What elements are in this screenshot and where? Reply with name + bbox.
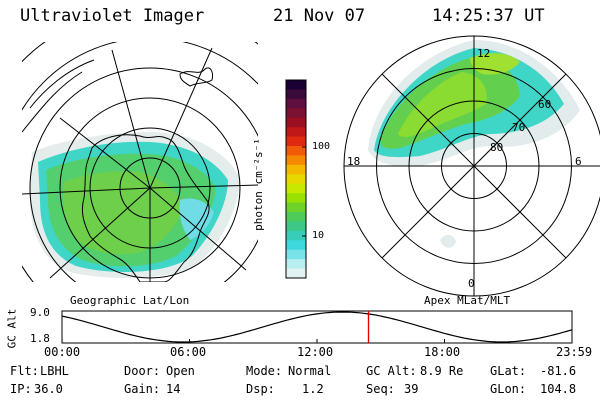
gain-label: Gain:	[124, 382, 161, 396]
gain-value: 14	[166, 382, 181, 396]
seq-label: Seq:	[366, 382, 395, 396]
colorbar-tick-100: 100	[312, 141, 331, 152]
colorbar-swatch	[286, 89, 306, 100]
flt-value: LBHL	[40, 364, 69, 378]
mlt-label-6: 6	[575, 155, 582, 168]
colorbar-swatch	[286, 117, 306, 128]
colorbar-swatch	[286, 174, 306, 185]
dsp-value: 1.2	[302, 382, 324, 396]
colorbar-swatch	[286, 108, 306, 119]
colorbar-swatch	[286, 202, 306, 213]
mode-label: Mode:	[246, 364, 283, 378]
colorbar-swatch	[286, 127, 306, 138]
mlat-label-70: 70	[512, 121, 526, 134]
colorbar-swatch	[286, 249, 306, 260]
gcalt-value: 8.9 Re	[420, 364, 464, 378]
instrument-title: Ultraviolet Imager	[20, 6, 205, 26]
mode-value: Normal	[288, 364, 332, 378]
glat-value: -81.6	[540, 364, 577, 378]
altitude-ytick-min: 1.8	[30, 332, 50, 345]
dsp-label: Dsp:	[246, 382, 275, 396]
colorbar-swatch	[286, 155, 306, 166]
colorbar-swatch	[286, 230, 306, 241]
altitude-ytick-max: 9.0	[30, 306, 50, 319]
glon-label: GLon:	[490, 382, 527, 396]
date-label: 21 Nov 07	[273, 6, 366, 26]
colorbar-swatch	[286, 268, 306, 279]
altitude-xtick-1: 06:00	[170, 345, 207, 359]
apex-caption: Apex MLat/MLT	[424, 294, 511, 307]
altitude-xtick-3: 18:00	[424, 345, 461, 359]
glat-label: GLat:	[490, 364, 527, 378]
colorbar-swatch	[286, 221, 306, 232]
colorbar-swatch	[286, 146, 306, 156]
mlt-label-18: 18	[347, 155, 361, 168]
altitude-xtick-2: 12:00	[297, 345, 334, 359]
colorbar-swatch	[286, 193, 306, 204]
geographic-caption: Geographic Lat/Lon	[70, 294, 190, 307]
ip-label: IP:	[10, 382, 32, 396]
colorbar	[285, 79, 307, 279]
mlat-label-80: 80	[490, 141, 504, 154]
door-label: Door:	[124, 364, 161, 378]
colorbar-swatch	[286, 212, 306, 222]
colorbar-swatch	[286, 136, 306, 147]
altitude-plot	[61, 310, 573, 344]
colorbar-swatch	[286, 240, 306, 251]
magnetic-polar-plot	[343, 35, 600, 297]
altitude-xtick-4: 23:59	[556, 345, 593, 359]
mlt-label-12: 12	[477, 47, 491, 60]
flt-label: Flt:	[10, 364, 39, 378]
ip-value: 36.0	[34, 382, 63, 396]
colorbar-swatch	[286, 80, 306, 90]
door-value: Open	[166, 364, 195, 378]
mlt-label-0: 0	[468, 277, 475, 290]
time-label: 14:25:37 UT	[432, 6, 545, 26]
altitude-ylabel: GC Alt	[5, 308, 19, 349]
glon-value: 104.8	[540, 382, 577, 396]
colorbar-tick-10: 10	[312, 230, 325, 241]
altitude-xtick-0: 00:00	[44, 345, 81, 359]
seq-value: 39	[404, 382, 419, 396]
colorbar-unit-label: photon cm⁻²s⁻¹	[251, 138, 265, 231]
geographic-map	[22, 42, 258, 282]
colorbar-swatch	[286, 259, 306, 270]
colorbar-axis	[302, 80, 307, 278]
mlat-label-60: 60	[538, 98, 552, 111]
colorbar-swatch	[286, 98, 306, 109]
gcalt-label: GC Alt:	[366, 364, 417, 378]
colorbar-swatch	[286, 183, 306, 194]
colorbar-swatch	[286, 164, 306, 175]
